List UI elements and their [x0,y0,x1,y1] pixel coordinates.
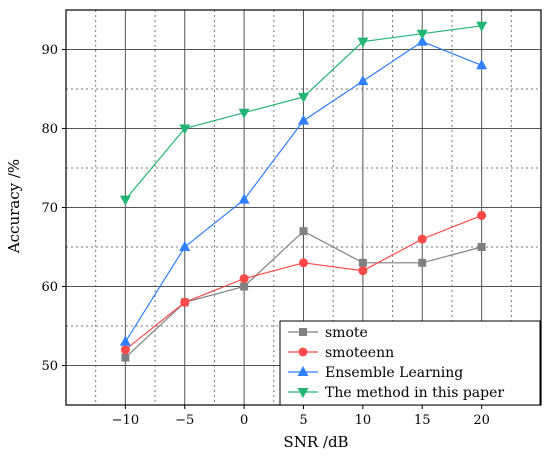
legend-marker [299,328,307,336]
data-point-smoteenn [239,274,249,284]
data-point-smote [240,282,249,291]
legend-entry-the-method-in-this-paper: The method in this paper [288,385,504,401]
data-point-ensemble-learning [238,193,250,204]
x-tick-label: −5 [175,413,194,428]
y-axis-title: Accuracy /% [5,159,23,254]
data-point-the-method-in-this-paper [179,124,191,135]
data-point-ensemble-learning [179,241,191,251]
series-lines [119,21,488,362]
data-point-smoteenn [417,234,427,244]
legend-box [279,320,541,406]
legend-marker [297,366,309,376]
legend-entry-smote: smote [288,325,368,341]
y-tick-label: 70 [41,201,58,216]
data-point-smote [299,227,308,236]
data-point-smote [477,243,486,251]
data-point-ensemble-learning [119,335,131,346]
data-point-the-method-in-this-paper [238,108,250,119]
x-tick-label: 0 [240,413,248,428]
legend: smote smoteenn Ensemble Learning The method… [279,320,541,406]
series-the-method-in-this-paper [119,21,488,206]
data-point-the-method-in-this-paper [357,37,369,48]
data-point-smoteenn [477,210,487,220]
data-point-the-method-in-this-paper [476,21,488,32]
data-point-smoteenn [180,297,190,307]
legend-label: smoteenn [325,345,394,361]
data-point-smoteenn [358,266,368,276]
x-tick-label: 10 [355,413,372,428]
y-tick-label: 90 [41,43,58,58]
legend-entry-ensemble-learning: Ensemble Learning [288,365,463,381]
legend-label: The method in this paper [325,385,504,401]
y-tick-label: 50 [41,359,58,374]
x-axis-title: SNR /dB [283,433,348,451]
data-point-smote [121,353,130,362]
data-point-ensemble-learning [298,114,309,125]
x-tick-label: 15 [414,413,431,428]
legend-label: Ensemble Learning [325,365,463,381]
data-point-the-method-in-this-paper [119,195,131,206]
y-tick-label: 80 [41,122,58,137]
x-tick-label: 5 [299,413,307,428]
legend-label: smote [325,325,368,341]
legend-marker [298,347,308,357]
data-point-the-method-in-this-paper [298,92,309,103]
data-point-smote [358,258,367,267]
x-tick-label: 20 [473,413,490,428]
y-tick-label: 60 [41,280,58,295]
legend-marker [297,388,309,398]
data-point-ensemble-learning [357,75,369,86]
data-point-ensemble-learning [416,35,428,46]
data-point-smoteenn [120,345,130,355]
data-point-ensemble-learning [476,59,488,70]
data-point-the-method-in-this-paper [416,29,428,40]
series-ensemble-learning [119,35,488,346]
legend-entry-smoteenn: smoteenn [288,345,394,361]
x-tick-label: −10 [112,413,139,428]
data-point-smote [418,258,427,267]
data-point-smoteenn [299,258,308,268]
series-smoteenn [120,210,487,355]
